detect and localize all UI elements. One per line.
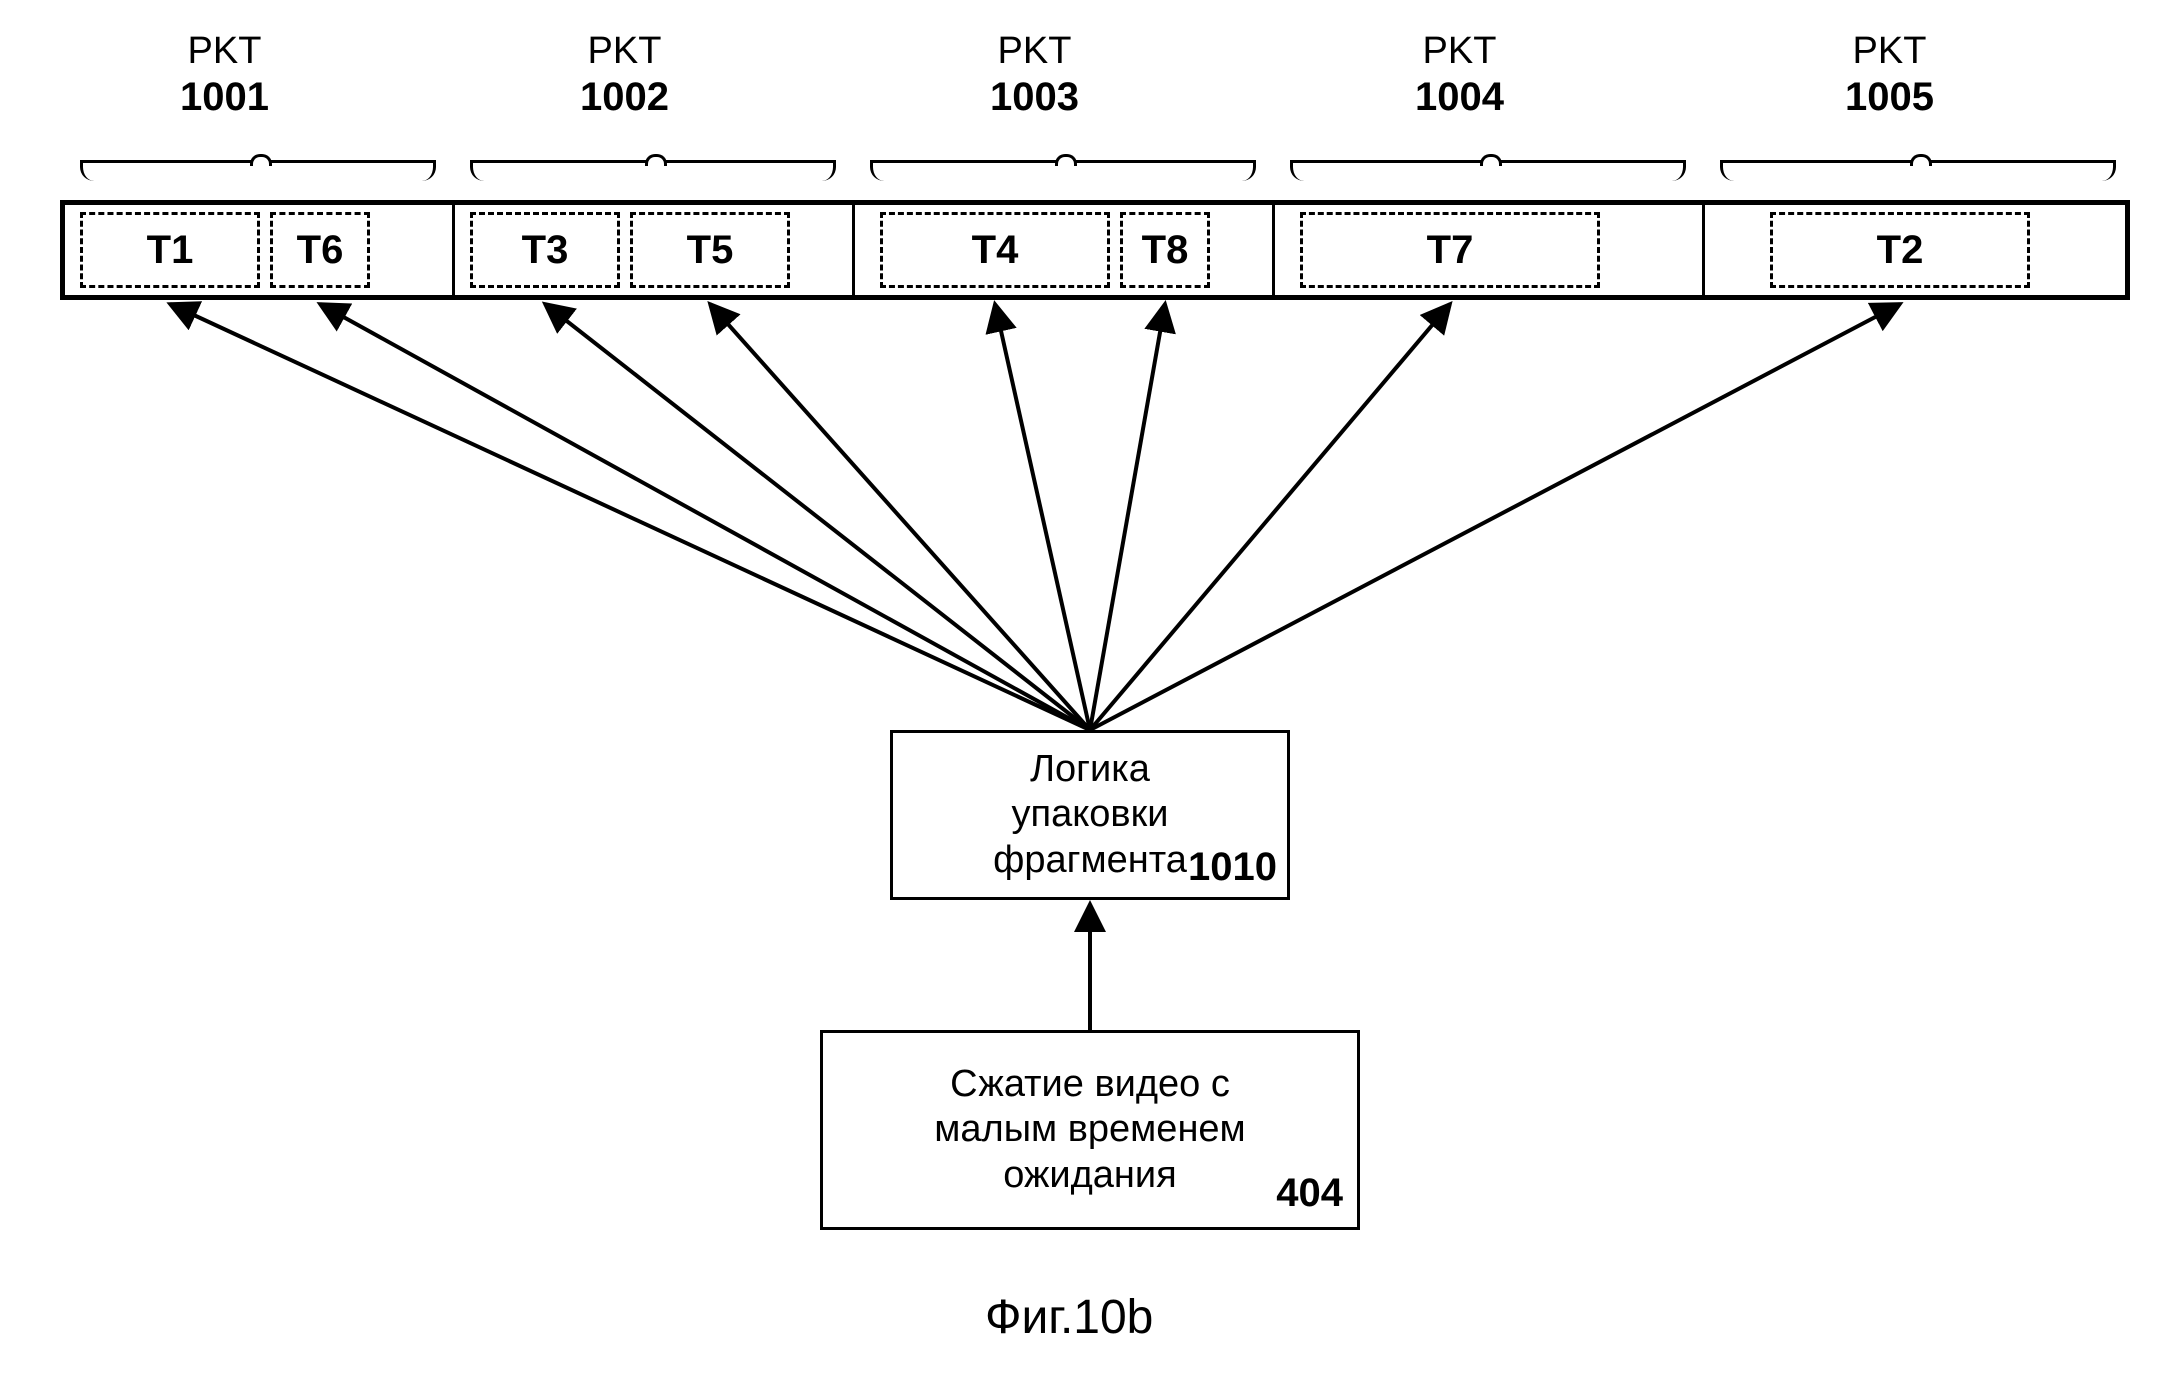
pkt-label-1003: PKT 1003	[990, 30, 1079, 120]
arrow-to-t6	[320, 304, 1090, 730]
compression-box: Сжатие видео с малым временем ожидания 4…	[820, 1030, 1360, 1230]
pkt-label-text: PKT	[580, 30, 669, 74]
ref-number: 404	[1276, 1169, 1343, 1217]
brace-1004	[1290, 160, 1686, 181]
tile-label: T5	[687, 228, 734, 273]
pkt-label-text: PKT	[1415, 30, 1504, 74]
pkt-label-1005: PKT 1005	[1845, 30, 1934, 120]
pkt-label-text: PKT	[1845, 30, 1934, 74]
pkt-label-num: 1004	[1415, 74, 1504, 120]
brace-1002	[470, 160, 836, 181]
arrow-to-t1	[170, 304, 1090, 730]
box-line: малым временем	[934, 1107, 1245, 1153]
arrow-to-t8	[1090, 304, 1165, 730]
pkt-label-num: 1003	[990, 74, 1079, 120]
box-line: Логика	[1030, 747, 1150, 793]
pkt-label-1001: PKT 1001	[180, 30, 269, 120]
arrow-to-t4	[995, 304, 1090, 730]
figure-caption: Фиг.10b	[985, 1290, 1153, 1345]
tile-t4: T4	[880, 212, 1110, 288]
diagram-canvas: PKT 1001 PKT 1002 PKT 1003 PKT 1004 PKT …	[0, 0, 2181, 1379]
tile-t2: T2	[1770, 212, 2030, 288]
pkt-label-num: 1001	[180, 74, 269, 120]
pkt-label-1004: PKT 1004	[1415, 30, 1504, 120]
tile-t8: T8	[1120, 212, 1210, 288]
tile-label: T4	[972, 228, 1019, 273]
pkt-label-num: 1002	[580, 74, 669, 120]
pkt-label-num: 1005	[1845, 74, 1934, 120]
brace-1001	[80, 160, 436, 181]
tile-t5: T5	[630, 212, 790, 288]
ref-number: 1010	[1188, 843, 1277, 891]
tile-t6: T6	[270, 212, 370, 288]
box-line: упаковки	[1012, 792, 1169, 838]
tile-t3: T3	[470, 212, 620, 288]
pkt-label-text: PKT	[180, 30, 269, 74]
tile-label: T7	[1427, 228, 1474, 273]
tile-label: T1	[147, 228, 194, 273]
pkt-label-text: PKT	[990, 30, 1079, 74]
arrow-to-t7	[1090, 304, 1450, 730]
packing-logic-box: Логика упаковки фрагмента 1010	[890, 730, 1290, 900]
tile-label: T8	[1142, 228, 1189, 273]
arrow-to-t2	[1090, 304, 1900, 730]
arrow-to-t5	[710, 304, 1090, 730]
box-line: ожидания	[1003, 1153, 1176, 1199]
box-line: фрагмента	[993, 838, 1187, 884]
tile-t7: T7	[1300, 212, 1600, 288]
brace-1005	[1720, 160, 2116, 181]
tile-label: T6	[297, 228, 344, 273]
tile-label: T3	[522, 228, 569, 273]
box-line: Сжатие видео с	[950, 1062, 1230, 1108]
tile-label: T2	[1877, 228, 1924, 273]
pkt-label-1002: PKT 1002	[580, 30, 669, 120]
caption-text: Фиг.10b	[985, 1291, 1153, 1344]
tile-t1: T1	[80, 212, 260, 288]
brace-1003	[870, 160, 1256, 181]
arrow-to-t3	[545, 304, 1090, 730]
